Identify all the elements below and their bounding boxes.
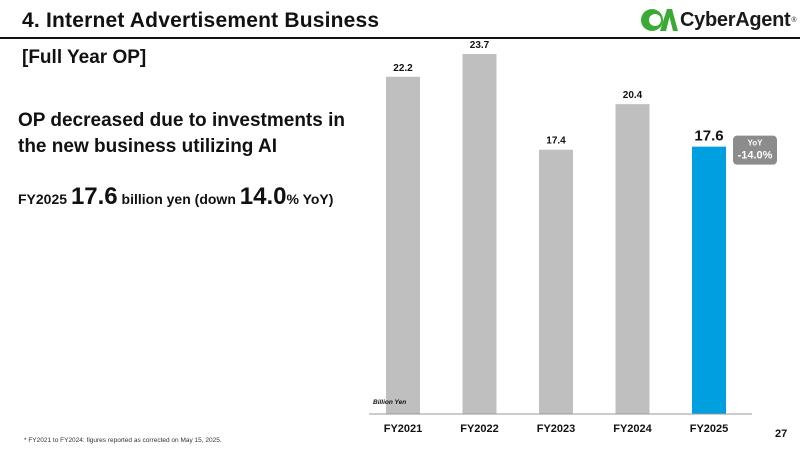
summary-change: 14.0 [239, 183, 287, 210]
cyberagent-logo-icon [641, 9, 678, 31]
company-logo: CyberAgent ® [640, 6, 797, 34]
section-subtitle: [Full Year OP] [22, 47, 147, 68]
yoy-badge-value: -14.0% [738, 150, 773, 162]
value-label-fy2022: 23.7 [470, 40, 490, 51]
bar-fy2021 [386, 76, 420, 414]
bar-fy2024 [615, 104, 650, 414]
tick-label-fy2023: FY2023 [537, 423, 576, 435]
logo-text: CyberAgent [680, 8, 791, 31]
tick-label-fy2024: FY2024 [613, 423, 652, 435]
bar-fy2025 [692, 146, 726, 414]
summary-unit: billion yen (down [121, 191, 236, 207]
summary-change-suffix: % YoY) [286, 191, 334, 207]
logo-registered-mark: ® [791, 16, 797, 24]
page-number: 27 [775, 428, 788, 440]
value-label-fy2025: 17.6 [694, 128, 723, 145]
footnote: * FY2021 to FY2024: figures reported as … [24, 437, 222, 444]
bar-fy2022 [462, 54, 497, 414]
value-label-fy2023: 17.4 [546, 136, 566, 147]
title-divider [0, 37, 800, 39]
value-label-fy2024: 20.4 [623, 90, 643, 101]
yoy-badge-label: YoY [748, 139, 764, 148]
tick-label-fy2021: FY2021 [384, 423, 423, 435]
headline: OP decreased due to investments in the n… [18, 110, 345, 157]
value-label-fy2021: 22.2 [393, 63, 413, 74]
yoy-badge-background [733, 135, 777, 165]
tick-label-fy2025: FY2025 [690, 423, 729, 435]
yoy-badge: YoY -14.0% [733, 135, 777, 165]
summary-value: 17.6 [70, 183, 118, 210]
page-title: 4. Internet Advertisement Business [22, 9, 380, 32]
summary-line: FY2025 17.6 billion yen (down 14.0% YoY) [18, 183, 333, 211]
tick-label-fy2022: FY2022 [460, 423, 499, 435]
summary-year: FY2025 [18, 191, 68, 207]
unit-label: Billion Yen [373, 399, 406, 406]
bar-fy2023 [539, 149, 573, 414]
